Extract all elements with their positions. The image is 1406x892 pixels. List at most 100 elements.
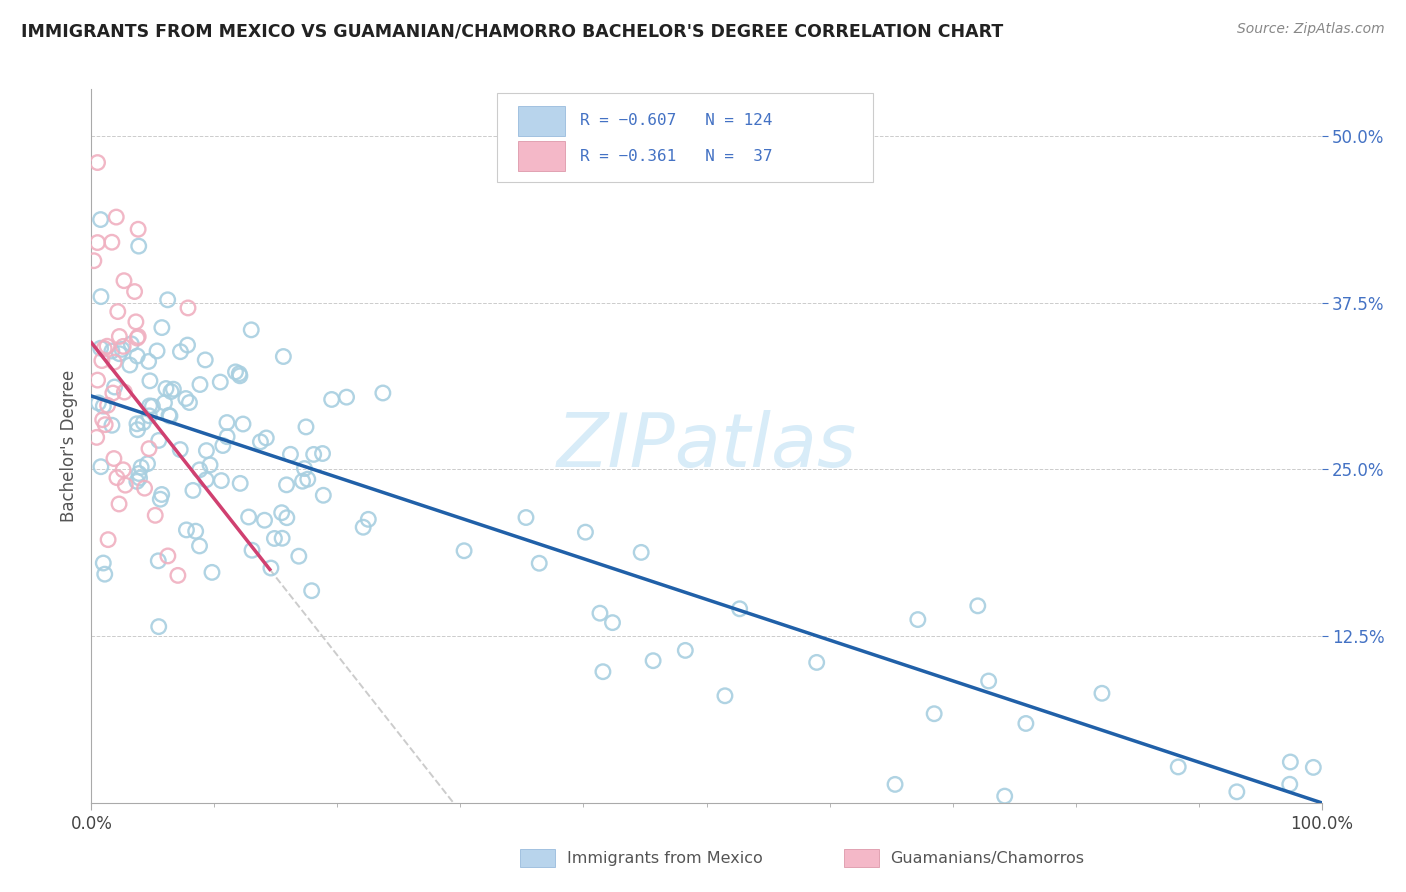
Text: Immigrants from Mexico: Immigrants from Mexico — [567, 851, 762, 865]
Point — [312, 488, 335, 502]
Point — [138, 409, 160, 423]
Point — [112, 339, 135, 353]
Point — [94, 417, 117, 432]
Point — [228, 367, 250, 381]
Point — [271, 531, 294, 545]
Point — [254, 431, 277, 445]
Point — [86, 155, 108, 169]
Point — [977, 673, 1000, 688]
Point — [101, 386, 124, 401]
Point — [90, 212, 112, 227]
Point — [280, 447, 302, 461]
Text: IMMIGRANTS FROM MEXICO VS GUAMANIAN/CHAMORRO BACHELOR'S DEGREE CORRELATION CHART: IMMIGRANTS FROM MEXICO VS GUAMANIAN/CHAM… — [21, 22, 1004, 40]
Point — [91, 556, 114, 570]
Point — [273, 350, 295, 364]
Point — [129, 460, 152, 475]
Point — [174, 392, 197, 406]
Point — [90, 341, 112, 355]
Point — [148, 434, 170, 448]
Point — [589, 606, 612, 620]
Bar — [519, 105, 565, 136]
Point — [371, 386, 394, 401]
Point — [1015, 716, 1038, 731]
Point — [114, 478, 136, 492]
Point — [120, 336, 142, 351]
Point — [141, 399, 163, 413]
Point — [91, 413, 114, 427]
Point — [195, 473, 218, 487]
Point — [294, 461, 316, 475]
Point — [176, 523, 198, 537]
Point — [128, 467, 150, 481]
Point — [240, 323, 263, 337]
Point — [127, 329, 149, 343]
Point — [201, 566, 224, 580]
Point — [529, 556, 551, 570]
Point — [105, 210, 128, 224]
Point — [806, 656, 828, 670]
Point — [229, 368, 252, 383]
Point — [673, 643, 696, 657]
Point — [148, 554, 170, 568]
Point — [149, 492, 172, 507]
Point — [107, 304, 129, 318]
Point — [87, 396, 110, 410]
Point — [155, 382, 177, 396]
Point — [143, 508, 166, 523]
Point — [357, 512, 380, 526]
Point — [90, 290, 112, 304]
Point — [127, 222, 149, 236]
Point — [167, 568, 190, 582]
Point — [232, 417, 254, 431]
Point — [302, 447, 325, 461]
Point — [922, 706, 945, 721]
Point — [238, 510, 260, 524]
Point — [153, 396, 176, 410]
Point — [181, 483, 204, 498]
Point — [276, 478, 298, 492]
Point — [86, 373, 108, 387]
Point — [112, 463, 135, 477]
Point — [162, 382, 184, 396]
Point — [160, 384, 183, 399]
Point — [169, 442, 191, 457]
Point — [150, 320, 173, 334]
Point — [177, 301, 200, 315]
Point — [335, 390, 357, 404]
Point — [94, 567, 117, 582]
Point — [195, 443, 218, 458]
Point — [1278, 777, 1301, 791]
Point — [211, 438, 233, 452]
Text: Guamanians/Chamorros: Guamanians/Chamorros — [890, 851, 1084, 865]
Point — [966, 599, 988, 613]
Point — [125, 315, 148, 329]
Text: ZIPatlas: ZIPatlas — [557, 410, 856, 482]
Point — [198, 458, 221, 472]
Point — [148, 620, 170, 634]
Point — [136, 457, 159, 471]
Point — [1226, 785, 1249, 799]
Point — [592, 665, 614, 679]
Point — [602, 615, 624, 630]
Point — [301, 583, 323, 598]
Point — [209, 474, 232, 488]
Point — [643, 654, 665, 668]
Point — [125, 475, 148, 489]
Point — [112, 274, 135, 288]
Point — [321, 392, 343, 407]
Point — [103, 451, 125, 466]
Point — [176, 338, 198, 352]
Point — [188, 463, 211, 477]
Point — [907, 613, 929, 627]
Point — [1302, 760, 1324, 774]
Point — [127, 331, 149, 345]
Y-axis label: Bachelor's Degree: Bachelor's Degree — [59, 370, 77, 522]
Point — [295, 420, 318, 434]
Point — [132, 416, 155, 430]
Point — [453, 543, 475, 558]
Point — [97, 398, 120, 412]
Point — [101, 418, 124, 433]
Point — [83, 253, 105, 268]
Point — [253, 513, 276, 527]
Point — [188, 377, 211, 392]
